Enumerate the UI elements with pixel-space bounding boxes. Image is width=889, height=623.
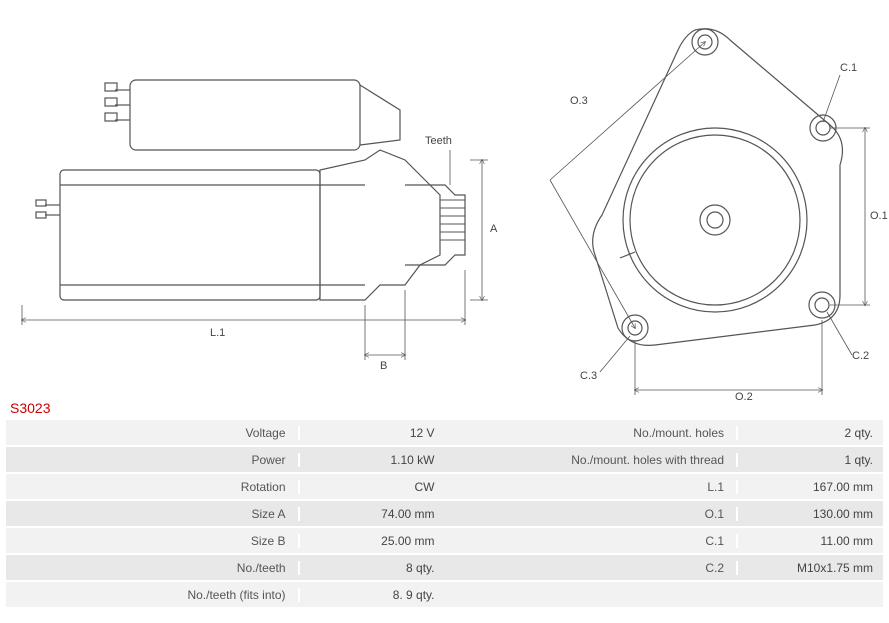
spec-row: Size B25.00 mm: [6, 528, 445, 555]
spec-label: C.1: [445, 534, 739, 548]
spec-value: 74.00 mm: [300, 507, 445, 521]
label-O2: O.2: [735, 391, 753, 403]
spec-row: C.2M10x1.75 mm: [445, 555, 884, 582]
spec-value: 1.10 kW: [300, 453, 445, 467]
spec-label: C.2: [445, 561, 739, 575]
spec-label: Power: [6, 453, 300, 467]
spec-row: O.1130.00 mm: [445, 501, 884, 528]
label-C2: C.2: [852, 350, 869, 362]
spec-label: No./teeth (fits into): [6, 588, 300, 602]
spec-label: No./teeth: [6, 561, 300, 575]
spec-label: O.1: [445, 507, 739, 521]
spec-value: 12 V: [300, 426, 445, 440]
label-L1: L.1: [210, 327, 225, 339]
spec-row: L.1167.00 mm: [445, 474, 884, 501]
spec-value: CW: [300, 480, 445, 494]
spec-table: Voltage12 VPower1.10 kWRotationCWSize A7…: [0, 420, 889, 615]
front-view: O.3 O.1 O.2 C.1 C.2 C.3: [540, 10, 880, 390]
spec-row: Size A74.00 mm: [6, 501, 445, 528]
spec-label: No./mount. holes: [445, 426, 739, 440]
spec-row: C.111.00 mm: [445, 528, 884, 555]
spec-label: L.1: [445, 480, 739, 494]
spec-row: No./mount. holes2 qty.: [445, 420, 884, 447]
spec-value: 130.00 mm: [738, 507, 883, 521]
label-C3: C.3: [580, 370, 597, 382]
part-id: S3023: [0, 395, 889, 420]
spec-row: [445, 582, 884, 609]
label-teeth: Teeth: [425, 135, 452, 147]
spec-value: 2 qty.: [738, 426, 883, 440]
label-O1: O.1: [870, 210, 888, 222]
spec-value: M10x1.75 mm: [738, 561, 883, 575]
spec-column-right: No./mount. holes2 qty.No./mount. holes w…: [445, 420, 884, 609]
label-B: B: [380, 360, 387, 372]
spec-row: No./teeth (fits into)8. 9 qty.: [6, 582, 445, 609]
spec-value: 167.00 mm: [738, 480, 883, 494]
side-view: Teeth A B L.1: [10, 10, 510, 390]
spec-column-left: Voltage12 VPower1.10 kWRotationCWSize A7…: [6, 420, 445, 609]
spec-row: No./teeth8 qty.: [6, 555, 445, 582]
spec-row: Power1.10 kW: [6, 447, 445, 474]
spec-value: 25.00 mm: [300, 534, 445, 548]
spec-label: No./mount. holes with thread: [445, 453, 739, 467]
label-O3: O.3: [570, 95, 588, 107]
spec-row: No./mount. holes with thread1 qty.: [445, 447, 884, 474]
spec-label: Size B: [6, 534, 300, 548]
technical-drawings: Teeth A B L.1: [0, 0, 889, 395]
spec-label: Size A: [6, 507, 300, 521]
label-C1: C.1: [840, 62, 857, 74]
spec-value: 8 qty.: [300, 561, 445, 575]
label-A: A: [490, 223, 497, 235]
spec-label: Voltage: [6, 426, 300, 440]
spec-label: Rotation: [6, 480, 300, 494]
spec-value: 1 qty.: [738, 453, 883, 467]
spec-value: 11.00 mm: [738, 534, 883, 548]
spec-row: RotationCW: [6, 474, 445, 501]
spec-value: 8. 9 qty.: [300, 588, 445, 602]
spec-row: Voltage12 V: [6, 420, 445, 447]
